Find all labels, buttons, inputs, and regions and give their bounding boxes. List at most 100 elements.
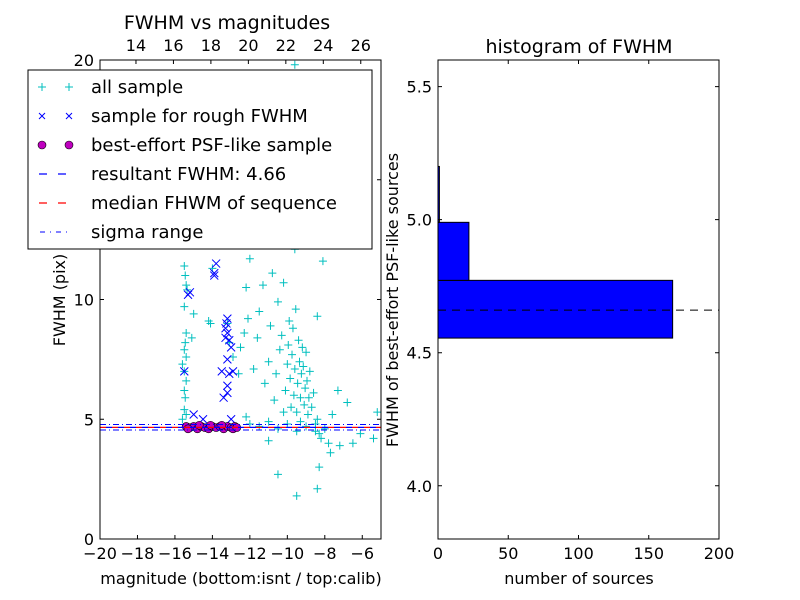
rough-sample-point <box>224 369 234 379</box>
x-tick-label: 0 <box>433 544 443 563</box>
all-sample-point <box>277 331 286 340</box>
all-sample-point <box>320 424 329 433</box>
y-tick-label: 5.5 <box>407 78 432 97</box>
legend-entry: all sample <box>38 77 183 98</box>
all-sample-point <box>296 393 305 402</box>
x-tick-label: −12 <box>233 544 267 563</box>
x-tick-label: 200 <box>704 544 735 563</box>
all-sample-point <box>303 410 312 419</box>
all-sample-point <box>206 319 215 328</box>
x-tick-label: 150 <box>633 544 664 563</box>
all-sample-point <box>309 388 318 397</box>
all-sample-point <box>258 281 267 290</box>
all-sample-point <box>181 393 190 402</box>
all-sample-point <box>283 360 292 369</box>
all-sample-point <box>298 343 307 352</box>
histogram-title: histogram of FWHM <box>485 36 672 58</box>
histogram-bar <box>437 279 674 339</box>
all-sample-point <box>236 343 245 352</box>
all-sample-point <box>242 412 251 421</box>
circle-marker-icon <box>64 140 74 150</box>
rough-sample-point <box>228 366 238 376</box>
all-sample-point <box>178 415 187 424</box>
x-marker-icon <box>38 112 46 120</box>
all-sample-point <box>287 403 296 412</box>
all-sample-point <box>326 448 335 457</box>
all-sample-point <box>264 436 273 445</box>
all-sample-point <box>299 362 308 371</box>
all-sample-point <box>311 427 320 436</box>
y-tick-label: 0 <box>84 530 94 549</box>
rough-sample-point <box>223 355 232 364</box>
psf-sample-point <box>194 420 204 430</box>
y-tick-label: 20 <box>74 51 94 70</box>
all-sample-point <box>240 329 249 338</box>
all-sample-point <box>284 341 293 350</box>
x-tick-label: −14 <box>196 544 230 563</box>
all-sample-point <box>182 329 191 338</box>
all-sample-point <box>182 376 191 385</box>
top-x-tick-label: 22 <box>276 36 296 55</box>
all-sample-point <box>253 333 262 342</box>
all-sample-point <box>275 345 284 354</box>
all-sample-point <box>313 415 322 424</box>
all-sample-point <box>304 393 313 402</box>
all-sample-point <box>270 396 279 405</box>
all-sample-point <box>301 384 310 393</box>
all-sample-point <box>313 484 322 493</box>
top-x-tick-label: 24 <box>313 36 333 55</box>
all-sample-point <box>255 422 264 431</box>
legend-label: sample for rough FWHM <box>91 106 308 127</box>
scatter-title: FWHM vs magnitudes <box>124 12 330 34</box>
rough-sample-point <box>223 381 232 391</box>
all-sample-point <box>289 391 298 400</box>
y-tick-label: 4.5 <box>407 344 432 363</box>
all-sample-point <box>273 424 282 433</box>
top-x-tick-label: 20 <box>238 36 258 55</box>
all-sample-point <box>328 410 337 419</box>
all-sample-point <box>307 403 316 412</box>
all-sample-point <box>260 379 269 388</box>
all-sample-point <box>313 312 322 321</box>
all-sample-point <box>180 261 189 270</box>
x-tick-label: −10 <box>270 544 304 563</box>
all-sample-point <box>180 405 189 414</box>
all-sample-point <box>249 364 258 373</box>
legend-entry: median FHWM of sequence <box>39 193 337 214</box>
all-sample-point <box>181 338 190 347</box>
all-sample-point <box>180 345 189 354</box>
rough-sample-point <box>219 393 228 403</box>
all-sample-point <box>243 314 252 323</box>
rough-sample-point <box>189 410 199 419</box>
all-sample-point <box>279 408 288 417</box>
all-sample-point <box>294 336 303 345</box>
all-sample-point <box>245 254 254 263</box>
all-sample-point <box>356 429 365 438</box>
top-x-tick-label: 26 <box>351 36 371 55</box>
all-sample-point <box>305 367 314 376</box>
histogram-ylabel: FWHM of best-effort PSF-like sources <box>383 153 402 447</box>
all-sample-point <box>286 374 295 383</box>
rough-sample-point <box>211 259 221 268</box>
all-sample-point <box>302 422 311 431</box>
psf-sample-point <box>183 424 193 434</box>
x-tick-label: −16 <box>158 544 192 563</box>
all-sample-point <box>333 386 342 395</box>
all-sample-point <box>290 364 299 373</box>
x-marker-icon <box>65 112 73 120</box>
all-sample-point <box>288 324 297 333</box>
all-sample-point <box>180 302 189 311</box>
all-sample-point <box>300 400 309 409</box>
all-sample-point <box>182 352 191 361</box>
y-tick-label: 5.0 <box>407 211 432 230</box>
all-sample-point <box>187 333 196 342</box>
rough-sample-point <box>221 323 230 333</box>
all-sample-point <box>255 307 264 316</box>
legend-entry: sigma range <box>40 222 203 243</box>
rough-sample-point <box>223 388 232 398</box>
scatter-xlabel: magnitude (bottom:isnt / top:calib) <box>100 569 381 588</box>
all-sample-point <box>335 441 344 450</box>
legend-label: median FHWM of sequence <box>91 193 337 214</box>
legend-frame <box>27 69 373 250</box>
